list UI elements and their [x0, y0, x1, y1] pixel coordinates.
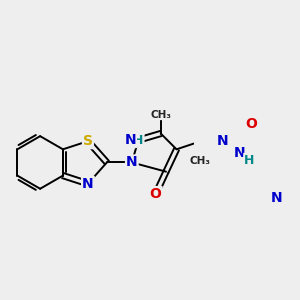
Text: N: N: [126, 155, 138, 170]
Text: O: O: [245, 117, 256, 131]
Text: N: N: [271, 191, 283, 205]
Text: H: H: [244, 154, 254, 167]
Text: N: N: [124, 133, 136, 147]
Text: N: N: [217, 134, 228, 148]
Text: N: N: [234, 146, 245, 160]
Text: H: H: [133, 134, 144, 147]
Text: CH₃: CH₃: [150, 110, 171, 120]
Text: S: S: [83, 134, 93, 148]
Text: N: N: [82, 177, 94, 191]
Text: CH₃: CH₃: [190, 156, 211, 166]
Text: O: O: [150, 187, 162, 201]
